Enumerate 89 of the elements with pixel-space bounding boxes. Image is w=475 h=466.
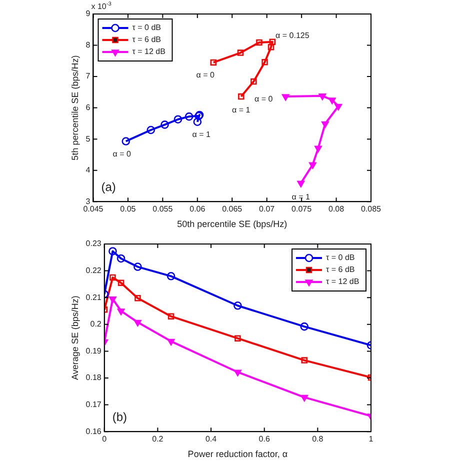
legend-label: τ = 6 dB (132, 35, 161, 44)
point (328, 98, 336, 104)
point (134, 262, 142, 271)
point (184, 112, 194, 121)
y-tick-label: 9 (86, 9, 91, 18)
annotation: α = 0 (254, 94, 274, 104)
point (250, 78, 257, 85)
point (297, 180, 305, 188)
point (193, 118, 202, 126)
x-tick-label: 0.05 (120, 204, 136, 214)
x-tick-label: 0.6 (258, 434, 270, 444)
x-tick-label: 0.4 (205, 434, 218, 444)
legend-label: τ = 12 dB (326, 277, 360, 286)
y-axis-title: 5th percentile SE (bps/Hz) (70, 55, 80, 160)
legend-label: τ = 0 dB (132, 23, 161, 32)
annotation: (a) (101, 180, 116, 194)
y-tick-label: 8 (86, 40, 91, 50)
point (146, 126, 156, 134)
point (268, 44, 274, 50)
point (110, 274, 116, 281)
x-tick-label: 0.2 (152, 434, 164, 444)
point (256, 39, 262, 46)
x-tick-label: 0.06 (190, 204, 206, 214)
legend-label: τ = 12 dB (132, 47, 166, 56)
y-axis-title: Average SE (bps/Hz) (70, 296, 80, 380)
y-tick-label: 4 (86, 166, 91, 175)
y-tick-label: 6 (86, 103, 91, 112)
x-tick-label: 0.08 (328, 204, 345, 214)
y-tick-label: 0.23 (86, 239, 102, 248)
point (321, 121, 329, 128)
y-tick-label: 0.22 (86, 266, 102, 276)
point (262, 59, 268, 66)
point (269, 38, 276, 45)
point (167, 338, 175, 346)
y-tick-label: 3 (86, 196, 91, 206)
legend-label: τ = 6 dB (326, 265, 355, 274)
x-tick-label: 0.045 (83, 204, 104, 214)
y-tick-label: 0.16 (86, 426, 102, 436)
point (318, 94, 326, 100)
annotation: α = 1 (232, 106, 251, 115)
point (282, 94, 290, 101)
point (174, 115, 182, 124)
y-tick-label: 0.18 (86, 373, 102, 382)
point (234, 335, 241, 342)
point (210, 59, 216, 66)
point (237, 50, 244, 56)
point (300, 394, 308, 402)
x-tick-label: 0.055 (152, 204, 174, 214)
point (314, 146, 322, 152)
point (300, 322, 308, 331)
point (134, 320, 142, 326)
x-tick-label: 1 (368, 434, 374, 444)
y-tick-label: 5 (86, 134, 91, 144)
y-tick-label: 0.17 (86, 400, 102, 410)
y-tick-label: 0.2 (90, 320, 102, 329)
point (238, 93, 244, 100)
point (109, 296, 116, 304)
point (160, 120, 169, 129)
point (301, 357, 308, 364)
point (234, 301, 242, 310)
x-axis-title: Power reduction factor, α (188, 449, 288, 460)
annotation: α = 0 (196, 70, 216, 80)
x-axis-title: 50th percentile SE (bps/Hz) (177, 219, 288, 230)
x-tick-label: 0.065 (222, 204, 243, 214)
x-tick-label: 0.075 (292, 204, 312, 214)
legend-label: τ = 0 dB (326, 253, 355, 262)
point (118, 280, 124, 286)
point (234, 370, 242, 376)
point (122, 137, 130, 146)
point (168, 313, 174, 320)
point (308, 162, 316, 169)
annotation: α = 1 (292, 192, 311, 202)
x-tick-label: 0 (102, 434, 108, 444)
annotation: α = 1 (192, 130, 212, 140)
y-tick-label: 0.19 (86, 346, 102, 356)
annotation: (b) (112, 410, 128, 424)
point (334, 104, 342, 110)
x-tick-label: 0.07 (259, 204, 276, 214)
y-tick-label: 7 (86, 72, 91, 81)
annotation: α = 0 (112, 149, 132, 158)
point (166, 272, 176, 280)
x-tick-label: 0.8 (312, 434, 324, 444)
annotation: α = 0.125 (276, 31, 310, 40)
point (117, 308, 125, 316)
point (134, 295, 141, 302)
y-tick-label: 0.21 (86, 292, 102, 302)
x-tick-label: 0.085 (360, 204, 382, 214)
point (108, 247, 117, 256)
point (116, 254, 126, 263)
